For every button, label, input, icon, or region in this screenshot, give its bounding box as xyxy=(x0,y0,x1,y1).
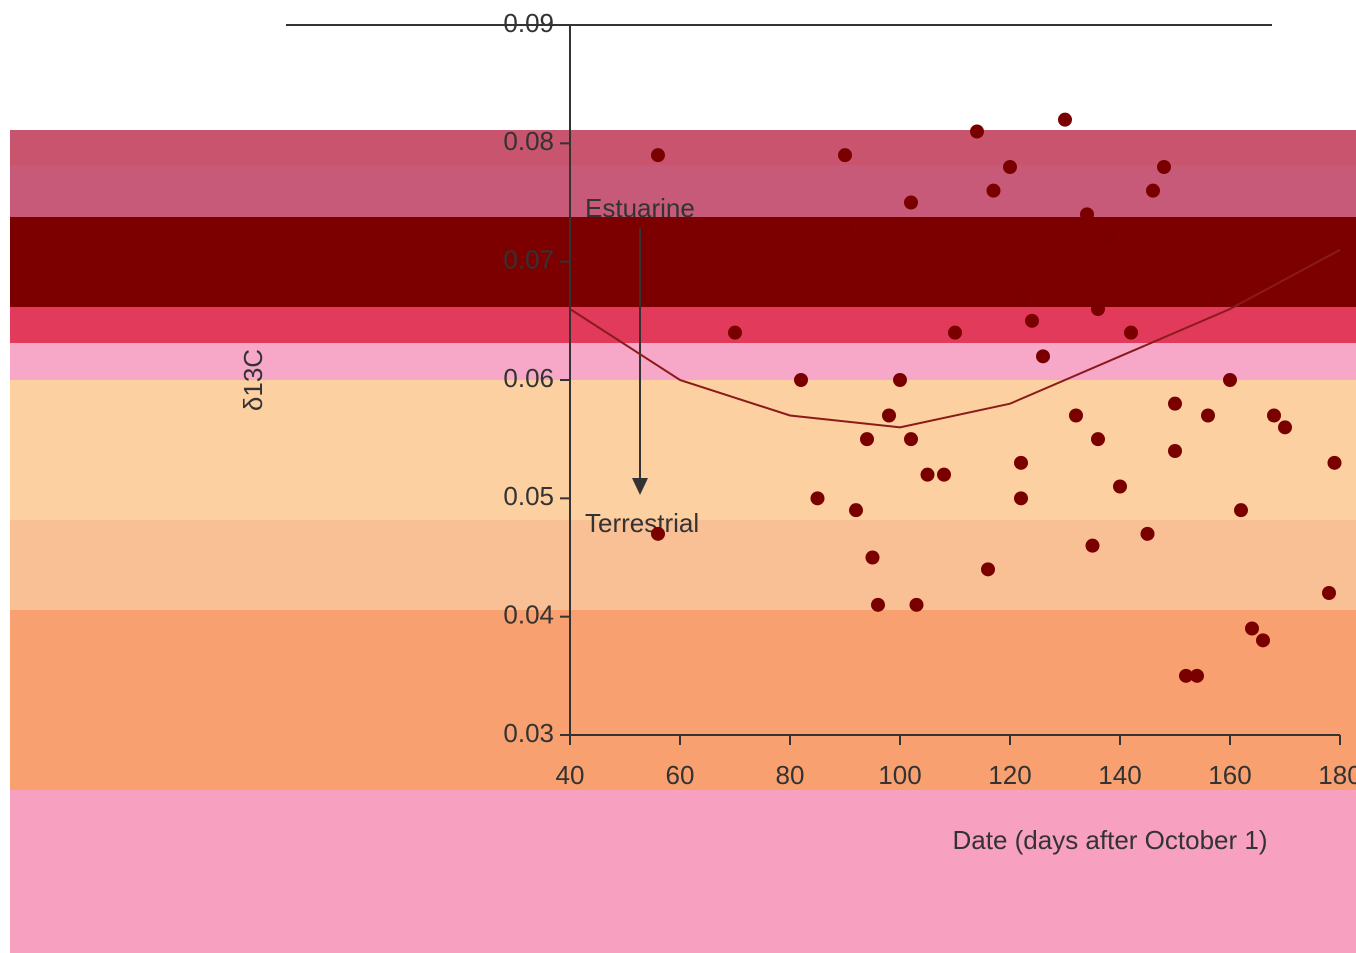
x-tick-label: 180 xyxy=(1318,760,1356,790)
point xyxy=(1014,456,1028,470)
point xyxy=(1201,409,1215,423)
point xyxy=(1091,432,1105,446)
point xyxy=(728,326,742,340)
point xyxy=(1036,349,1050,363)
point xyxy=(849,503,863,517)
point xyxy=(1014,491,1028,505)
point xyxy=(987,184,1001,198)
point xyxy=(1157,160,1171,174)
x-tick-label: 40 xyxy=(556,760,585,790)
point xyxy=(1141,527,1155,541)
point xyxy=(1168,444,1182,458)
point xyxy=(1003,160,1017,174)
y-tick-label: 0.04 xyxy=(503,600,554,630)
point xyxy=(882,409,896,423)
point xyxy=(1113,480,1127,494)
point xyxy=(1278,420,1292,434)
x-tick-label: 120 xyxy=(988,760,1031,790)
point xyxy=(811,491,825,505)
y-tick-label: 0.05 xyxy=(503,481,554,511)
point xyxy=(970,125,984,139)
x-tick-label: 60 xyxy=(666,760,695,790)
point xyxy=(1102,231,1116,245)
point xyxy=(860,432,874,446)
chart: δ13C Date (days after October 1) Estuari… xyxy=(0,0,1356,953)
point xyxy=(904,196,918,210)
point xyxy=(866,551,880,565)
point xyxy=(1267,409,1281,423)
point xyxy=(948,326,962,340)
point xyxy=(651,148,665,162)
point xyxy=(838,219,852,233)
point xyxy=(921,468,935,482)
point xyxy=(1014,290,1028,304)
point xyxy=(1091,302,1105,316)
y-tick-label: 0.09 xyxy=(503,8,554,38)
y-tick-label: 0.08 xyxy=(503,126,554,156)
point xyxy=(1146,184,1160,198)
y-tick-label: 0.07 xyxy=(503,245,554,275)
x-tick-label: 100 xyxy=(878,760,921,790)
point xyxy=(794,373,808,387)
point xyxy=(1234,503,1248,517)
point xyxy=(871,598,885,612)
point xyxy=(1256,633,1270,647)
point xyxy=(893,373,907,387)
x-tick-label: 160 xyxy=(1208,760,1251,790)
point xyxy=(1212,290,1226,304)
annotation: Terrestrial xyxy=(585,508,699,538)
point xyxy=(1124,326,1138,340)
y-tick-label: 0.06 xyxy=(503,363,554,393)
point xyxy=(910,598,924,612)
point xyxy=(1058,113,1072,127)
y-axis-label: δ13C xyxy=(238,349,268,411)
point xyxy=(838,148,852,162)
point xyxy=(1190,669,1204,683)
point xyxy=(1069,409,1083,423)
point xyxy=(1223,373,1237,387)
point xyxy=(904,432,918,446)
x-tick-label: 140 xyxy=(1098,760,1141,790)
point xyxy=(981,562,995,576)
point xyxy=(1025,314,1039,328)
point xyxy=(1322,586,1336,600)
point xyxy=(651,527,665,541)
x-axis-label: Date (days after October 1) xyxy=(952,825,1267,855)
point xyxy=(937,468,951,482)
y-tick-label: 0.03 xyxy=(503,718,554,748)
point xyxy=(1245,622,1259,636)
point xyxy=(1086,539,1100,553)
point xyxy=(1328,456,1342,470)
point xyxy=(1080,207,1094,221)
x-tick-label: 80 xyxy=(776,760,805,790)
point xyxy=(1168,397,1182,411)
annotation: Estuarine xyxy=(585,193,695,223)
